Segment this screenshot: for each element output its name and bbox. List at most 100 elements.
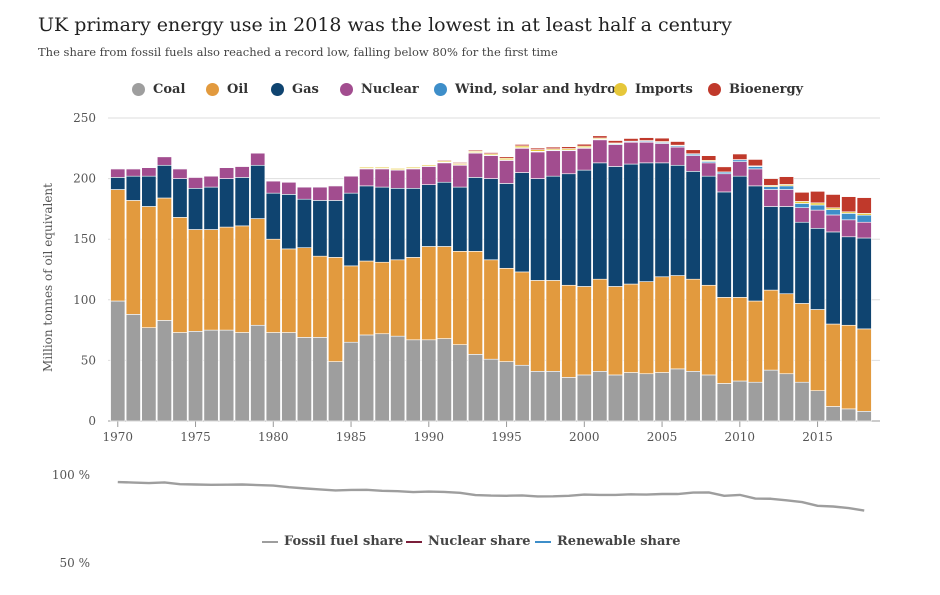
bar-gas-1982 [296, 198, 312, 248]
legend-item-wind-solar-hydro[interactable]: Wind, solar and hydro [434, 82, 616, 97]
bar-bioenergy-2002 [607, 140, 623, 144]
bar-gas-1972 [141, 175, 157, 207]
bar-coal-2007 [685, 371, 701, 422]
bar-nuclear-1993 [467, 152, 483, 178]
legend-label-imports: Imports [635, 82, 693, 97]
bar-bioenergy-2015 [810, 191, 826, 204]
share-legend-nuclear[interactable]: Nuclear share [406, 534, 531, 549]
bar-oil-1987 [374, 261, 390, 335]
bar-coal-1977 [219, 329, 235, 422]
bar-nuclear-2010 [732, 161, 748, 177]
bar-oil-1982 [296, 247, 312, 338]
bar-gas-2013 [778, 206, 794, 295]
bar-oil-2007 [685, 278, 701, 372]
y-tick-label: 50 [81, 353, 96, 367]
bar-coal-1985 [343, 341, 359, 422]
share-legend-fossil[interactable]: Fossil fuel share [262, 534, 403, 549]
bar-gas-1986 [359, 185, 375, 262]
bar-oil-1974 [172, 217, 188, 333]
bar-gas-1995 [499, 183, 515, 269]
bar-oil-2018 [856, 328, 872, 412]
bar-gas-2006 [670, 164, 686, 276]
bar-nuclear-1979 [250, 152, 266, 166]
bar-gas-1979 [250, 164, 266, 219]
legend-label-coal: Coal [153, 82, 186, 97]
bar-gas-1997 [530, 178, 546, 281]
bar-wind-solar-and-hydro-2012 [763, 186, 779, 190]
bar-oil-2011 [747, 300, 763, 383]
bar-bioenergy-2007 [685, 149, 701, 155]
bar-bioenergy-2011 [747, 159, 763, 167]
bar-coal-2000 [576, 374, 592, 422]
legend-item-coal[interactable]: Coal [132, 82, 185, 97]
bar-wind-solar-and-hydro-2013 [778, 185, 794, 190]
y-axis-title: Million tonnes of oil equivalent [41, 183, 55, 372]
bar-nuclear-2009 [716, 173, 732, 193]
bar-oil-1976 [203, 229, 219, 331]
bar-gas-1983 [312, 200, 328, 257]
bar-coal-1987 [374, 333, 390, 422]
y-tick-label: 250 [73, 111, 96, 125]
bar-gas-1992 [452, 186, 468, 252]
bar-bioenergy-2013 [778, 176, 794, 185]
x-tick-label: 2010 [725, 430, 756, 444]
bar-nuclear-2000 [576, 148, 592, 171]
bar-coal-2014 [794, 381, 810, 422]
renewable-share-swatch [535, 540, 551, 543]
bar-oil-1981 [281, 248, 297, 333]
bar-imports-1989 [405, 166, 421, 169]
legend-item-gas[interactable]: Gas [271, 82, 319, 97]
bar-gas-2017 [841, 236, 857, 326]
legend-label-gas: Gas [292, 82, 319, 97]
bar-nuclear-2014 [794, 207, 810, 223]
bar-coal-1994 [483, 358, 499, 422]
legend-swatch-wind-solar-hydro [434, 83, 447, 96]
bar-bioenergy-2001 [592, 135, 608, 139]
bar-nuclear-1987 [374, 168, 390, 188]
bar-bioenergy-2009 [716, 166, 732, 173]
bar-coal-1974 [172, 332, 188, 422]
legend-item-oil[interactable]: Oil [206, 82, 248, 97]
bar-gas-2008 [701, 175, 717, 286]
renewable-share-label: Renewable share [557, 534, 681, 549]
bar-oil-2008 [701, 284, 717, 376]
bar-wind-solar-and-hydro-2015 [810, 204, 826, 211]
bar-oil-1996 [514, 271, 530, 366]
bar-gas-1978 [234, 177, 250, 227]
legend-item-nuclear[interactable]: Nuclear [340, 82, 419, 97]
bar-oil-1991 [436, 246, 452, 339]
bar-coal-1988 [390, 335, 406, 422]
bar-gas-1998 [545, 175, 561, 281]
legend-item-bioenergy[interactable]: Bioenergy [708, 82, 803, 97]
bar-coal-1981 [281, 332, 297, 422]
bar-nuclear-1985 [343, 175, 359, 194]
share-legend-renewable[interactable]: Renewable share [535, 534, 681, 549]
bar-bioenergy-1993 [467, 149, 483, 152]
bar-coal-1971 [125, 314, 141, 422]
bar-gas-1990 [421, 184, 437, 247]
legend-item-imports[interactable]: Imports [614, 82, 693, 97]
x-tick-label: 2000 [569, 430, 600, 444]
bar-nuclear-1989 [405, 168, 421, 189]
bar-gas-1994 [483, 178, 499, 261]
bar-gas-2016 [825, 231, 841, 325]
bar-nuclear-2001 [592, 139, 608, 164]
bar-coal-2003 [623, 372, 639, 422]
bar-bioenergy-1997 [530, 147, 546, 150]
legend-swatch-gas [271, 83, 284, 96]
bar-bioenergy-2008 [701, 155, 717, 161]
bar-gas-2005 [654, 162, 670, 278]
bar-oil-1975 [188, 229, 204, 332]
bar-gas-2001 [592, 162, 608, 280]
bar-oil-2009 [716, 297, 732, 384]
bar-coal-1989 [405, 339, 421, 422]
bar-gas-2000 [576, 169, 592, 287]
bar-wind-solar-and-hydro-2016 [825, 209, 841, 216]
bar-bioenergy-1995 [499, 156, 515, 159]
bar-nuclear-1977 [219, 167, 235, 179]
bar-nuclear-1978 [234, 166, 250, 178]
bar-gas-1987 [374, 186, 390, 263]
bar-gas-2007 [685, 171, 701, 280]
bar-coal-1996 [514, 364, 530, 422]
legend-label-oil: Oil [227, 82, 249, 97]
